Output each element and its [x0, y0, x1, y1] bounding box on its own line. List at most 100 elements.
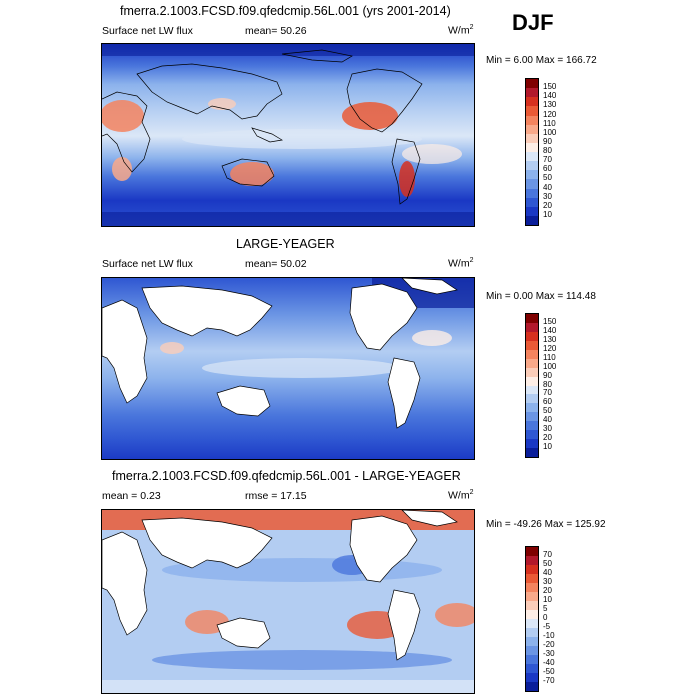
colorbar-segment	[526, 637, 538, 646]
colorbar-segment	[526, 124, 538, 134]
panel3-map	[101, 509, 475, 694]
colorbar-tick-label: 60	[543, 397, 552, 407]
colorbar-tick-label: -30	[543, 649, 555, 658]
colorbar-tick-label: -10	[543, 631, 555, 640]
colorbar-segment	[526, 583, 538, 592]
colorbar-segment	[526, 179, 538, 189]
panel2-title: LARGE-YEAGER	[236, 237, 335, 251]
colorbar-segment	[526, 115, 538, 125]
colorbar-tick-label: 130	[543, 334, 557, 344]
colorbar-tick-label: -20	[543, 640, 555, 649]
colorbar-tick-label: 40	[543, 568, 552, 577]
season-label: DJF	[512, 10, 554, 35]
colorbar-tick-label: 150	[543, 316, 557, 326]
colorbar-segment	[526, 340, 538, 350]
colorbar-tick-label: 90	[543, 370, 552, 380]
colorbar-segment	[526, 394, 538, 404]
colorbar-tick-label: 20	[543, 586, 552, 595]
colorbar-segment	[526, 215, 538, 225]
colorbar-tick-label: 110	[543, 118, 556, 128]
colorbar-tick-label: 100	[543, 361, 557, 371]
colorbar-tick-label: 30	[543, 424, 552, 434]
colorbar-tick-label: -70	[543, 676, 555, 685]
colorbar-tick-label: 5	[543, 604, 548, 613]
panel2-units: W/m2	[448, 257, 474, 270]
colorbar-segment	[526, 188, 538, 198]
colorbar-segment	[526, 358, 538, 368]
colorbar-segment	[526, 106, 538, 116]
panel2-mean: mean= 50.02	[245, 258, 307, 270]
colorbar-tick-label: 70	[543, 550, 552, 559]
colorbar-tick-label: -50	[543, 667, 555, 676]
colorbar-tick-label: 100	[543, 127, 557, 137]
colorbar-tick-label: 90	[543, 136, 552, 146]
colorbar-segment	[526, 322, 538, 332]
colorbar-segment	[526, 197, 538, 207]
colorbar-segment	[526, 88, 538, 98]
colorbar-segment	[526, 646, 538, 655]
colorbar-segment	[526, 412, 538, 422]
colorbar-segment	[526, 574, 538, 583]
colorbar-tick-label: -40	[543, 658, 555, 667]
colorbar-segment	[526, 448, 538, 457]
colorbar-tick-label: 50	[543, 559, 552, 568]
colorbar-tick-label: 60	[543, 164, 552, 174]
colorbar-segment	[526, 206, 538, 216]
panel2-variable: Surface net LW flux	[102, 258, 193, 270]
colorbar-segment	[526, 421, 538, 431]
colorbar-tick-label: 120	[543, 109, 557, 119]
colorbar-segment	[526, 170, 538, 180]
colorbar-segment	[526, 403, 538, 413]
colorbar-segment	[526, 601, 538, 610]
colorbar-segment	[526, 682, 538, 691]
panel3-rmse: rmse = 17.15	[245, 490, 307, 502]
colorbar-tick-label: 80	[543, 146, 552, 155]
colorbar-tick-label: 30	[543, 577, 552, 586]
panel1-colorbar	[525, 78, 539, 226]
colorbar-tick-label: 50	[543, 173, 552, 183]
colorbar-tick-label: 0	[543, 613, 548, 622]
colorbar-tick-label: 30	[543, 191, 552, 201]
panel2-minmax: Min = 0.00 Max = 114.48	[486, 291, 596, 302]
colorbar-tick-label: 80	[543, 379, 552, 389]
panel3-mean: mean = 0.23	[102, 490, 161, 502]
panel2-colorbar	[525, 313, 539, 458]
colorbar-segment	[526, 376, 538, 386]
colorbar-segment	[526, 565, 538, 574]
panel3-title: fmerra.2.1003.FCSD.f09.qfedcmip.56L.001 …	[112, 469, 461, 483]
colorbar-segment	[526, 331, 538, 341]
colorbar-tick-label: 140	[543, 325, 557, 335]
colorbar-tick-label: 110	[543, 352, 556, 362]
colorbar-segment	[526, 152, 538, 162]
panel1-units: W/m2	[448, 24, 474, 37]
panel1-title: fmerra.2.1003.FCSD.f09.qfedcmip.56L.001 …	[120, 4, 451, 18]
colorbar-segment	[526, 628, 538, 637]
colorbar-segment	[526, 349, 538, 359]
colorbar-tick-label: 10	[543, 595, 552, 604]
colorbar-segment	[526, 664, 538, 673]
colorbar-tick-label: 10	[543, 209, 552, 219]
colorbar-segment	[526, 592, 538, 601]
panel1-mean: mean= 50.26	[245, 25, 307, 37]
panel2-map	[101, 277, 475, 460]
colorbar-tick-label: 50	[543, 406, 552, 416]
colorbar-tick-label: -5	[543, 622, 551, 631]
colorbar-tick-label: 70	[543, 155, 552, 165]
colorbar-segment	[526, 385, 538, 395]
colorbar-segment	[526, 367, 538, 377]
colorbar-tick-label: 10	[543, 442, 552, 452]
colorbar-segment	[526, 673, 538, 682]
colorbar-tick-label: 70	[543, 388, 552, 398]
colorbar-tick-label: 120	[543, 343, 557, 353]
colorbar-segment	[526, 619, 538, 628]
panel3-colorbar	[525, 546, 539, 692]
panel1-map	[101, 43, 475, 227]
panel3-units: W/m2	[448, 489, 474, 502]
colorbar-segment	[526, 439, 538, 449]
colorbar-segment	[526, 547, 538, 556]
colorbar-segment	[526, 133, 538, 143]
colorbar-tick-label: 20	[543, 433, 552, 443]
colorbar-segment	[526, 79, 538, 89]
colorbar-segment	[526, 556, 538, 565]
colorbar-tick-label: 40	[543, 182, 552, 192]
